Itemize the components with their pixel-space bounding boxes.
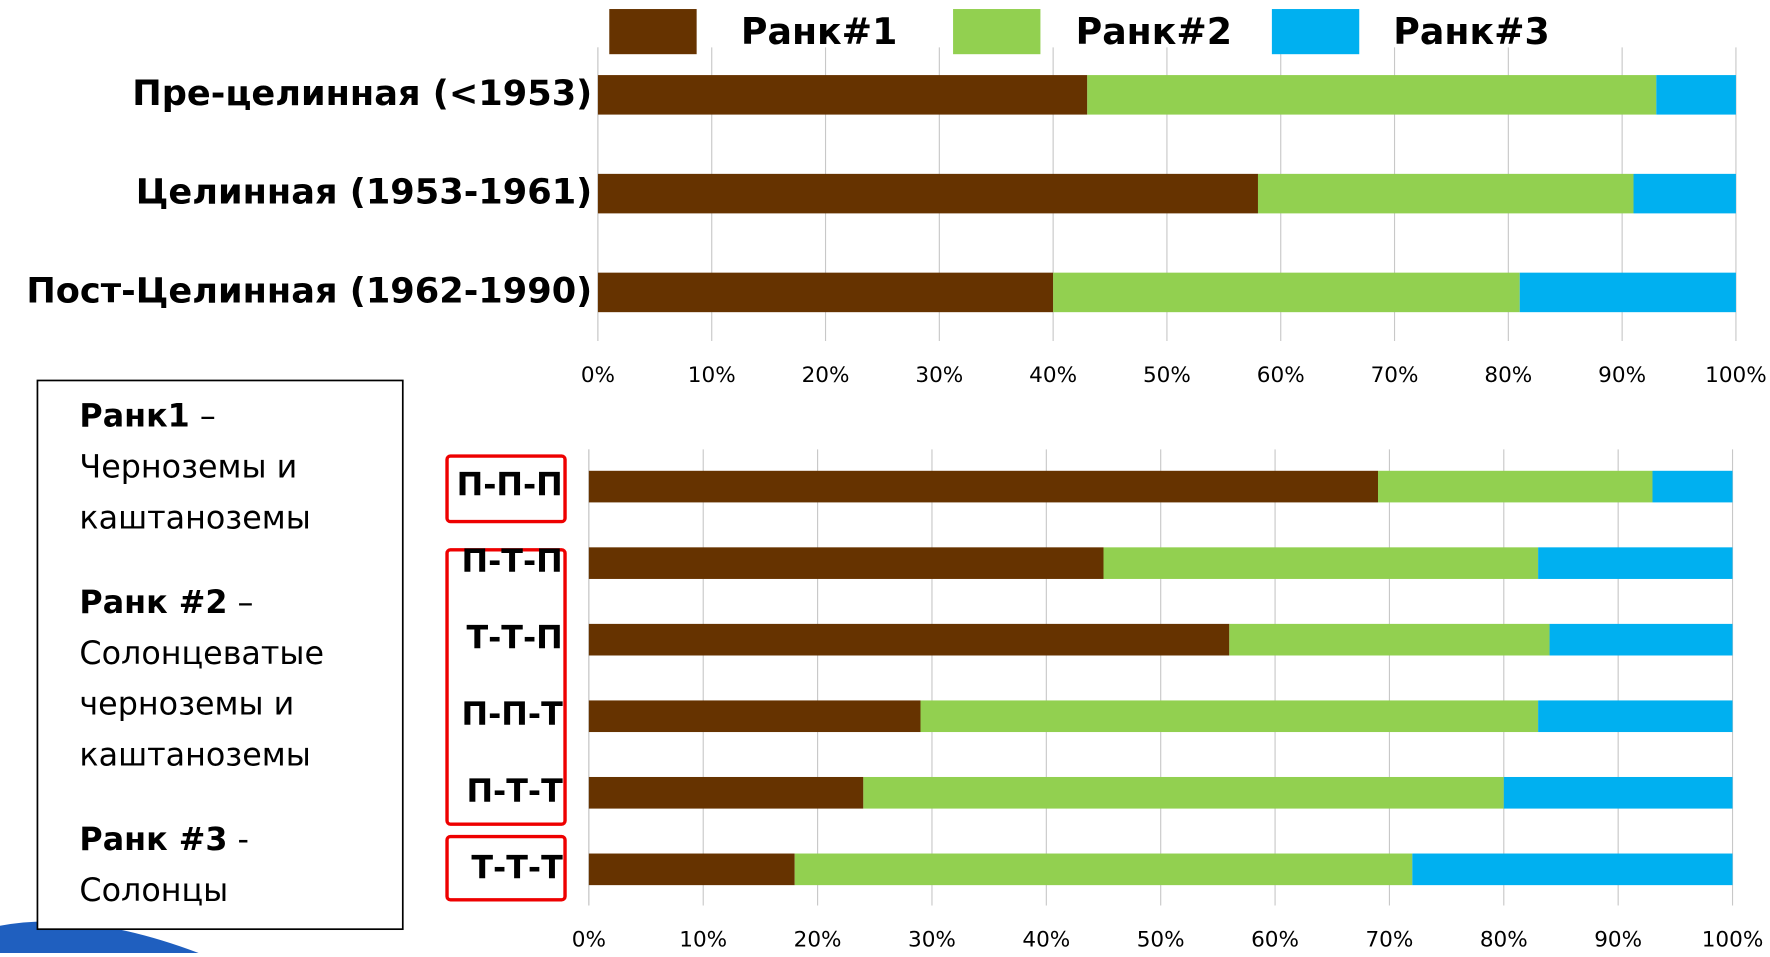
bar-segment [1633,173,1736,214]
group-box [445,548,567,826]
x-tick-label: 20% [802,363,850,388]
box-line: Солонцеватые [79,636,324,672]
legend-swatch [609,9,697,55]
box-term: Ранк #3 [79,822,227,858]
box-heading: Ранк #3 - [79,822,249,858]
x-tick-label: 80% [1480,927,1528,952]
bar-segment [863,776,1504,809]
bar-segment [1087,75,1657,115]
group-box [445,834,567,902]
box-heading: Ранк1 – [79,399,215,435]
x-tick-label: 100% [1702,927,1764,952]
box-term: Ранк #2 [79,585,227,621]
box-heading: Ранк #2 – [79,585,253,621]
x-tick-label: 70% [1371,363,1419,388]
box-line: черноземы и [79,687,294,723]
bar-segment [588,623,1230,656]
category-label: Целинная (1953-1961) [136,172,593,213]
x-tick-label: 30% [915,363,963,388]
legend-swatch [1271,9,1360,55]
category-label: П-Т-П [462,544,563,580]
decor-swoosh [0,921,209,957]
bar-segment [1053,272,1520,313]
bar-segment [1257,173,1634,214]
bar-segment [597,75,1088,115]
bar-segment [1103,547,1539,579]
x-tick-label: 90% [1594,927,1642,952]
x-tick-label: 40% [1029,363,1077,388]
x-tick-label: 100% [1705,363,1767,388]
bar-segment [1652,470,1733,503]
category-label: П-П-П [457,468,563,504]
legend-label: Ранк#2 [1076,10,1232,53]
x-tick-label: 20% [794,927,842,952]
text-box [36,379,404,931]
x-tick-label: 50% [1143,363,1191,388]
bar-segment [1656,75,1736,115]
bar-segment [1538,700,1733,733]
category-label: Пре-целинная (<1953) [132,73,592,114]
bar-segment [1412,853,1733,886]
x-tick-label: 50% [1137,927,1185,952]
box-line: Солонцы [79,873,228,909]
legend-label: Ранк#1 [741,10,897,53]
box-line: Черноземы и [79,450,297,486]
x-tick-label: 0% [581,363,615,388]
x-tick-label: 0% [572,927,606,952]
bar-segment [588,470,1378,503]
legend-swatch [953,9,1041,55]
box-line: каштаноземы [79,500,310,536]
category-label: П-П-Т [462,697,564,733]
x-tick-label: 90% [1598,363,1646,388]
box-sep: – [227,585,253,621]
x-tick-label: 60% [1257,363,1305,388]
bar-segment [588,776,864,809]
category-label: Т-Т-Т [471,850,563,886]
box-line: каштаноземы [79,737,310,773]
bar-segment [588,547,1104,579]
x-tick-label: 10% [679,927,727,952]
bar-segment [794,853,1413,886]
bar-segment [597,272,1054,313]
x-tick-label: 40% [1022,927,1070,952]
x-tick-label: 10% [688,363,736,388]
bar-segment [588,700,921,733]
category-label: Т-Т-П [466,621,562,657]
bar-segment [1229,623,1550,656]
x-tick-label: 60% [1251,927,1299,952]
group-box [445,454,567,524]
bar-segment [1538,547,1733,579]
legend-label: Ранк#3 [1393,10,1549,53]
bar-segment [920,700,1539,733]
bar-segment [1503,776,1733,809]
x-tick-label: 70% [1365,927,1413,952]
x-tick-label: 30% [908,927,956,952]
bar-segment [1377,470,1653,503]
bar-segment [597,173,1258,214]
category-label: Пост-Целинная (1962-1990) [26,270,592,311]
category-label: П-Т-Т [466,774,563,810]
bar-segment [1519,272,1736,313]
x-tick-label: 80% [1484,363,1532,388]
box-sep: - [227,822,249,858]
bar-segment [588,853,795,886]
box-term: Ранк1 [79,399,189,435]
bar-segment [1549,623,1733,656]
box-sep: – [190,399,216,435]
